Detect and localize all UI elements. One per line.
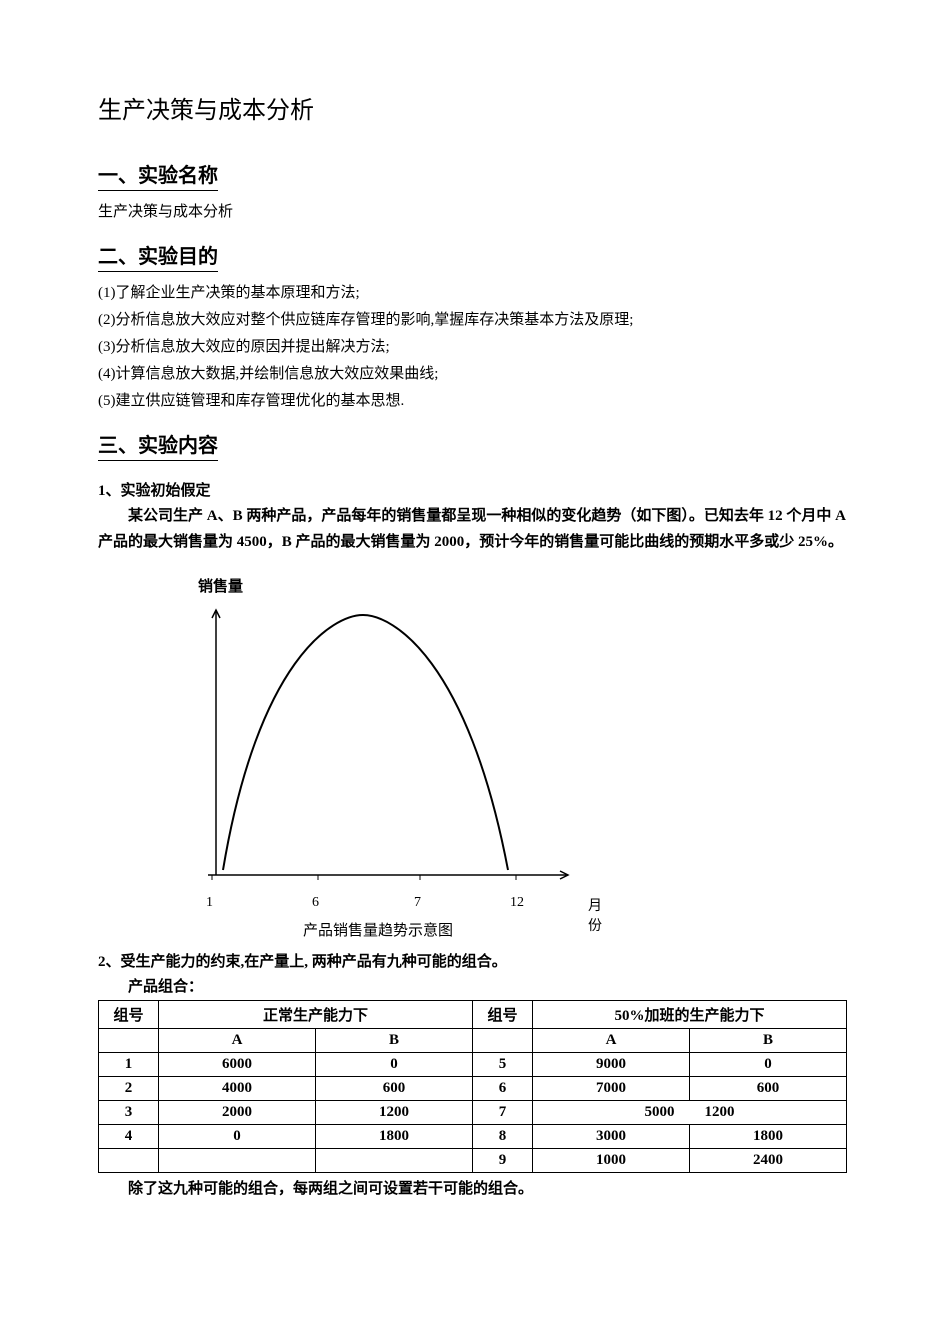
cell: 0: [690, 1053, 847, 1077]
chart-xlabel: 月份: [588, 895, 602, 935]
chart-ylabel: 销售量: [198, 575, 847, 596]
cell: 4: [99, 1125, 159, 1149]
cell: 7: [473, 1101, 533, 1125]
cell: [316, 1149, 473, 1173]
section-3-1-heading: 1、实验初始假定: [98, 479, 847, 500]
cell: 4000: [159, 1077, 316, 1101]
th-B: B: [316, 1029, 473, 1053]
table-row: 910002400: [99, 1149, 847, 1173]
cell: 7000: [533, 1077, 690, 1101]
cell: 0: [159, 1125, 316, 1149]
cell: 1800: [690, 1125, 847, 1149]
cell: [99, 1029, 159, 1053]
section-3-2-heading: 2、受生产能力的约束,在产量上, 两种产品有九种可能的组合。: [98, 950, 847, 971]
product-combo-table: 组号 正常生产能力下 组号 50%加班的生产能力下 A B A B 160000…: [98, 1000, 847, 1173]
chart-caption: 产品销售量趋势示意图: [168, 919, 588, 940]
chart-xtick: 1: [206, 895, 213, 911]
cell: 6000: [159, 1053, 316, 1077]
table-row: 32000120075000 1200: [99, 1101, 847, 1125]
cell: 9000: [533, 1053, 690, 1077]
s2-item: (3)分析信息放大效应的原因并提出解决方法;: [98, 334, 847, 361]
table-row: 401800830001800: [99, 1125, 847, 1149]
table-row: 160000590000: [99, 1053, 847, 1077]
chart-xtick: 6: [312, 895, 319, 911]
section-3-1-para: 某公司生产 A、B 两种产品，产品每年的销售量都呈现一种相似的变化趋势（如下图）…: [98, 504, 847, 555]
table-row: 组号 正常生产能力下 组号 50%加班的生产能力下: [99, 1001, 847, 1029]
section-1-line: 生产决策与成本分析: [98, 199, 847, 226]
cell: 5: [473, 1053, 533, 1077]
cell: 1800: [316, 1125, 473, 1149]
th-group1: 组号: [99, 1001, 159, 1029]
cell: 600: [316, 1077, 473, 1101]
cell: 1000: [533, 1149, 690, 1173]
section-1-heading: 一、实验名称: [98, 159, 218, 191]
th-B: B: [690, 1029, 847, 1053]
s2-item: (1)了解企业生产决策的基本原理和方法;: [98, 280, 847, 307]
cell: 3: [99, 1101, 159, 1125]
th-A: A: [533, 1029, 690, 1053]
chart-xtick: 7: [414, 895, 421, 911]
s2-item: (5)建立供应链管理和库存管理优化的基本思想.: [98, 388, 847, 415]
th-normal: 正常生产能力下: [159, 1001, 473, 1029]
cell: 2: [99, 1077, 159, 1101]
cell: 2400: [690, 1149, 847, 1173]
cell: [473, 1029, 533, 1053]
chart-xtick: 12: [510, 895, 524, 911]
table-title: 产品组合：: [128, 975, 847, 996]
cell: 6: [473, 1077, 533, 1101]
cell: 600: [690, 1077, 847, 1101]
th-group2: 组号: [473, 1001, 533, 1029]
cell: 0: [316, 1053, 473, 1077]
s2-item: (4)计算信息放大数据,并绘制信息放大效应效果曲线;: [98, 361, 847, 388]
cell: 9: [473, 1149, 533, 1173]
th-overtime: 50%加班的生产能力下: [533, 1001, 847, 1029]
chart-svg: [168, 600, 588, 890]
sales-trend-chart: 销售量 1 6 7 12 月份 产品销售量趋势示意图: [168, 575, 847, 940]
section-2-heading: 二、实验目的: [98, 240, 218, 272]
cell: 1: [99, 1053, 159, 1077]
s2-item: (2)分析信息放大效应对整个供应链库存管理的影响,掌握库存决策基本方法及原理;: [98, 307, 847, 334]
cell: [159, 1149, 316, 1173]
table-row: A B A B: [99, 1029, 847, 1053]
cell: [99, 1149, 159, 1173]
doc-title: 生产决策与成本分析: [98, 90, 847, 125]
chart-x-row: 16712月份: [168, 895, 588, 917]
cell: 3000: [533, 1125, 690, 1149]
th-A: A: [159, 1029, 316, 1053]
table-row: 2400060067000600: [99, 1077, 847, 1101]
section-3-heading: 三、实验内容: [98, 429, 218, 461]
cell: 1200: [316, 1101, 473, 1125]
cell: 2000: [159, 1101, 316, 1125]
cell: 5000 1200: [533, 1101, 847, 1125]
cell: 8: [473, 1125, 533, 1149]
section-3-2-note: 除了这九种可能的组合，每两组之间可设置若干可能的组合。: [98, 1177, 847, 1203]
